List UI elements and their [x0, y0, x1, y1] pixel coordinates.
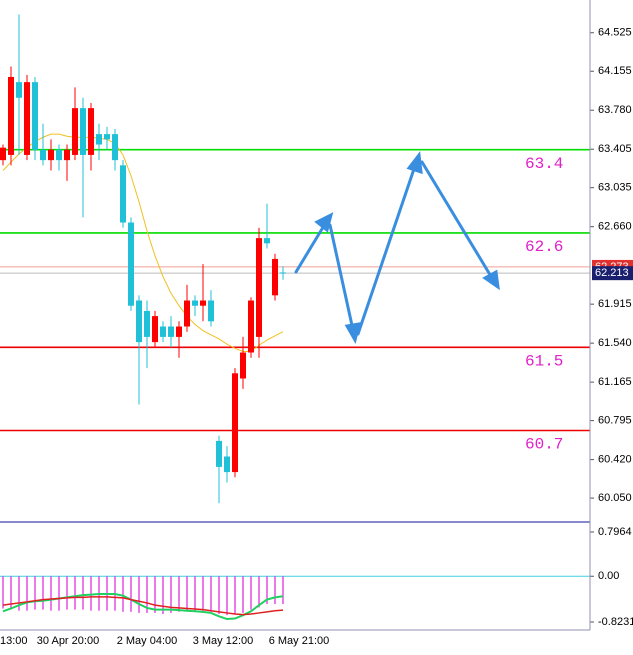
candle-body	[248, 300, 254, 353]
candle-body	[224, 456, 230, 473]
y-tick-label: 63.035	[598, 182, 632, 194]
plot: 64.525 64.155 63.780 63.405 63.035 62.660 61.9…	[0, 14, 633, 647]
candle-body	[72, 108, 78, 155]
y-tick-label: -0.8231	[598, 616, 633, 628]
candle-body	[56, 149, 62, 161]
y-tick-label: 64.155	[598, 65, 632, 77]
y-tick-label: 61.165	[598, 376, 632, 388]
candle-body	[264, 238, 270, 244]
level-label: 63.4	[525, 155, 563, 173]
candle-body	[0, 147, 6, 161]
candle-body	[272, 258, 278, 296]
signal-line	[2, 596, 284, 616]
y-tick-label: 60.420	[598, 454, 632, 466]
arrow	[420, 160, 494, 280]
candle-body	[240, 352, 246, 379]
candle-body	[120, 165, 126, 223]
candle-body	[192, 300, 198, 306]
y-tick-label: 61.915	[598, 298, 632, 310]
bid-box	[592, 266, 633, 281]
arrow-head	[314, 212, 334, 233]
candle-body	[144, 310, 150, 337]
level-label: 61.5	[525, 353, 563, 371]
x-tick-label: 13:00	[0, 635, 28, 647]
candle-body	[256, 238, 262, 337]
candle-body	[232, 373, 238, 473]
candle-body	[64, 149, 70, 161]
level-label: 60.7	[525, 436, 563, 454]
y-tick-label: 60.795	[598, 415, 632, 427]
candle-body	[88, 108, 94, 155]
x-tick-label: 2 May 04:00	[117, 635, 178, 647]
level-label: 62.6	[525, 238, 563, 256]
y-tick-label: 63.780	[598, 104, 632, 116]
arrow	[328, 223, 355, 332]
candle-body	[176, 326, 182, 337]
candle-body	[48, 149, 54, 161]
candle-body	[80, 108, 86, 155]
x-tick-label: 6 May 21:00	[269, 635, 330, 647]
candle-body	[112, 134, 118, 161]
candle-body	[32, 82, 38, 150]
candle-body	[40, 149, 46, 161]
candle-body	[168, 326, 174, 337]
candle-body	[152, 316, 158, 343]
candle-body	[136, 300, 142, 343]
ma-line	[2, 133, 284, 352]
candle-body	[128, 222, 134, 306]
candle-body	[160, 326, 166, 337]
candle-body	[104, 134, 110, 140]
y-tick-label: 0.00	[598, 570, 619, 582]
x-tick-label: 30 Apr 20:00	[37, 635, 99, 647]
y-tick-label: 60.050	[598, 492, 632, 504]
bid-label: 62.213	[595, 267, 629, 279]
candle-body	[216, 440, 222, 467]
candle-body	[24, 82, 30, 155]
y-tick-label: 0.7964	[598, 526, 632, 538]
candle-body	[200, 300, 206, 306]
candle-body	[16, 82, 22, 98]
y-tick-label: 61.540	[598, 337, 632, 349]
forecast-arrows	[294, 151, 500, 344]
candle-body	[96, 134, 102, 145]
candle-body	[208, 300, 214, 322]
arrow-head	[406, 151, 423, 175]
x-tick-label: 3 May 12:00	[193, 635, 254, 647]
y-tick-label: 62.660	[598, 221, 632, 233]
arrow-head	[482, 269, 500, 291]
arrow	[294, 222, 327, 274]
arrow-head	[344, 322, 362, 344]
y-tick-label: 63.405	[598, 143, 632, 155]
candle-body	[8, 76, 14, 155]
candle-body	[280, 272, 286, 274]
arrow	[356, 164, 417, 336]
y-tick-label: 64.525	[598, 27, 632, 39]
candle-body	[184, 300, 190, 327]
